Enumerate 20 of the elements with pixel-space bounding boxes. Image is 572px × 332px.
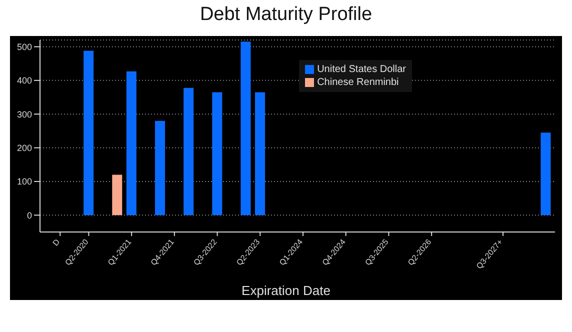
bar: [184, 88, 194, 216]
y-tick-label: 0: [26, 210, 32, 220]
y-tick-label: 500: [16, 42, 32, 52]
y-tick-label: 300: [16, 109, 32, 120]
legend-label: Chinese Renminbi: [317, 76, 399, 89]
bar: [155, 120, 165, 216]
bar: [540, 132, 551, 216]
bar: [112, 174, 122, 216]
bar: [212, 92, 222, 216]
bar: [240, 42, 251, 216]
bar: [255, 92, 265, 216]
legend-label: United States Dollar: [317, 63, 406, 76]
x-tick-label: D: [51, 237, 62, 248]
bar: [126, 71, 136, 216]
y-tick-label: 200: [16, 142, 32, 153]
bar: [84, 50, 94, 216]
y-tick-label: 400: [16, 76, 32, 86]
chart-title: Debt Maturity Profile: [198, 4, 374, 26]
x-axis-title: Expiration Date: [240, 283, 332, 298]
y-tick-label: 100: [16, 176, 32, 187]
